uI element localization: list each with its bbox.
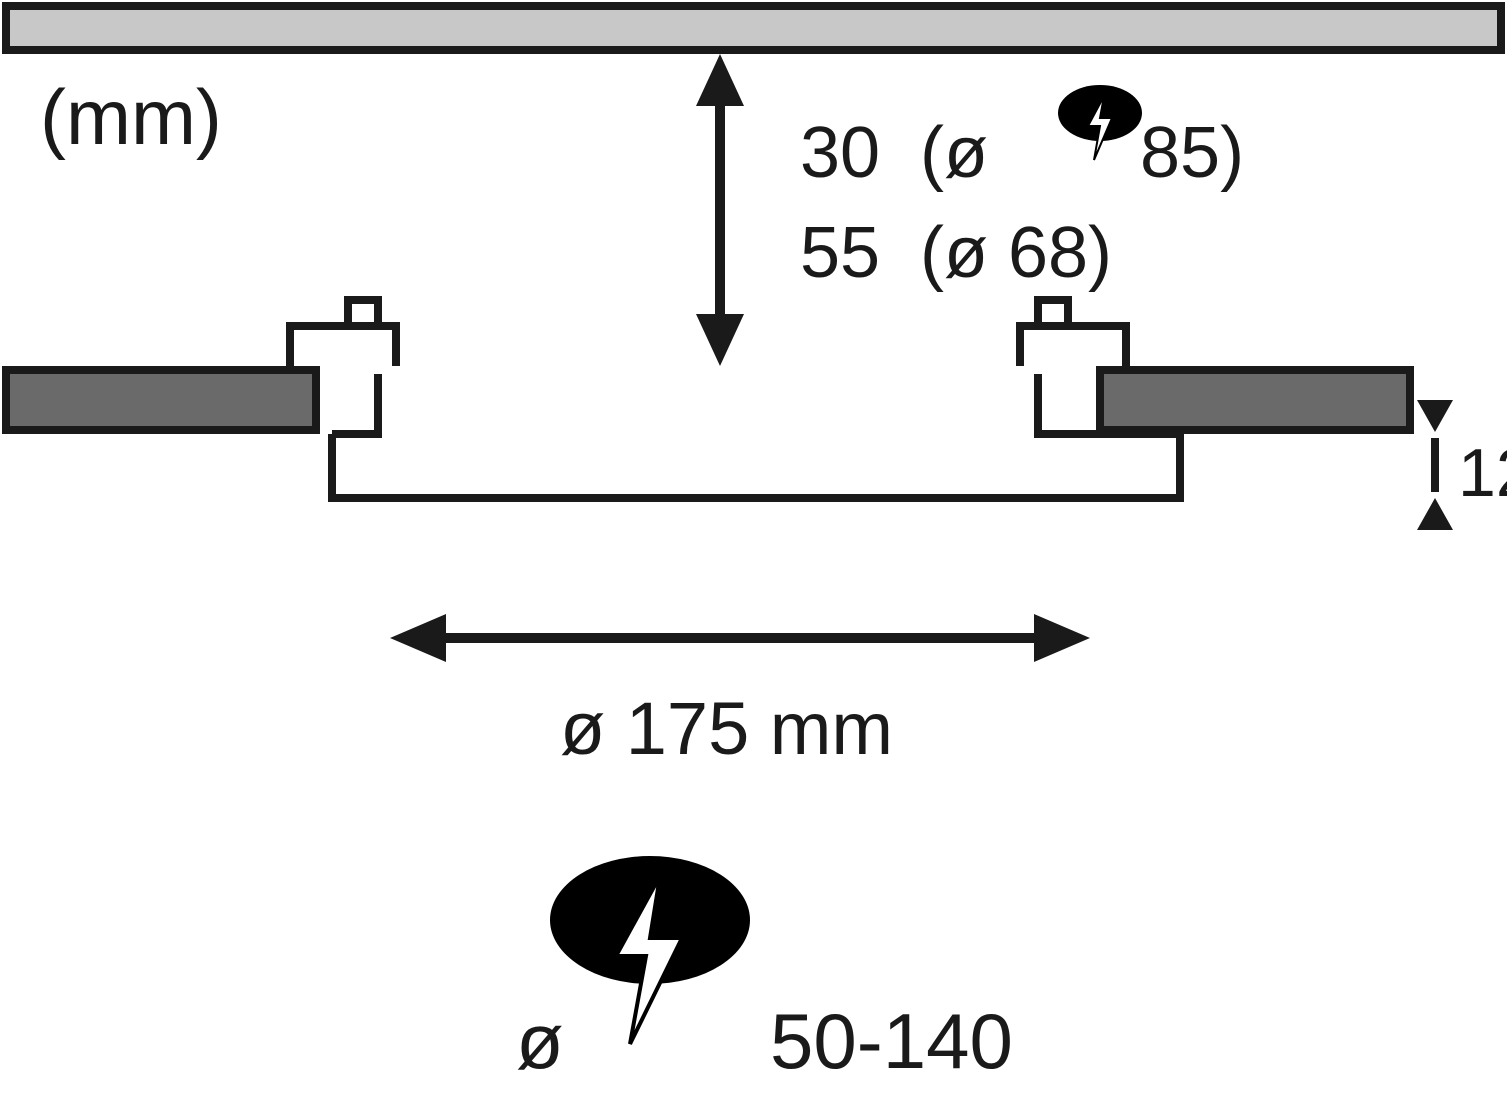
diagram-svg: [0, 0, 1507, 1100]
mount-panel-right: [1100, 370, 1410, 430]
depth-hole-68: (ø 68): [920, 212, 1112, 294]
depth-hole-85-val: 85): [1140, 112, 1244, 194]
driver-icon-large: [550, 856, 750, 1044]
ceiling-bar: [6, 6, 1501, 50]
unit-label: (mm): [40, 72, 222, 163]
mount-panel-left: [6, 370, 316, 430]
vertical-depth-arrow: [696, 54, 744, 366]
spring-clip-left: [290, 300, 396, 366]
thickness-arrow: [1417, 400, 1453, 530]
depth-value-55: 55: [800, 212, 880, 294]
depth-value-30: 30: [800, 112, 880, 194]
drill-range: 50-140: [770, 996, 1013, 1087]
drill-prefix: ø: [516, 996, 564, 1087]
thickness-12: 12: [1458, 434, 1507, 512]
fixture-body: [332, 374, 1180, 498]
diameter-arrow: [390, 614, 1090, 662]
driver-icon-small: [1058, 85, 1142, 160]
diameter-175: ø 175 mm: [560, 686, 893, 771]
dimension-diagram: (mm) 30 (ø 85) 55 (ø 68) 12 ø 175 mm ø 5…: [0, 0, 1507, 1100]
spring-clip-right: [1020, 300, 1126, 366]
depth-hole-85-open: (ø: [920, 112, 988, 194]
